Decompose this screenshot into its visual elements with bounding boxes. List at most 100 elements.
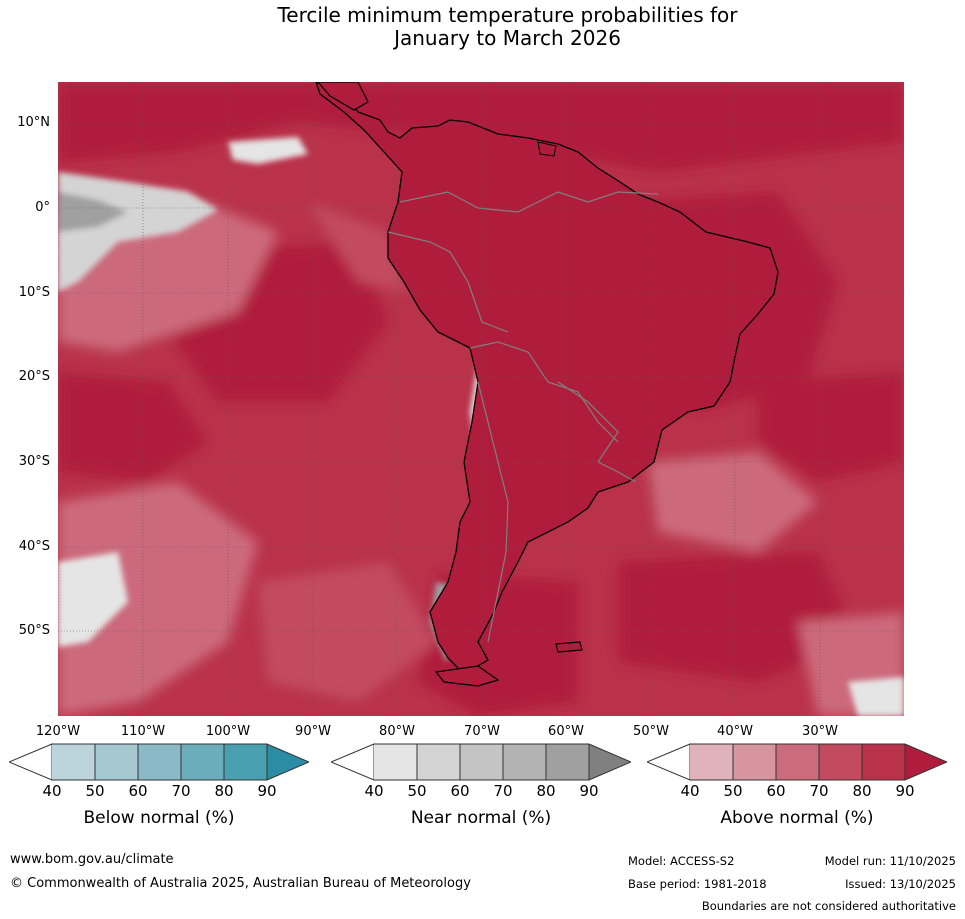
legend-above-title: Above normal (%): [720, 808, 874, 828]
footer-model-run: Model run: 11/10/2025: [824, 854, 956, 868]
legend-near-tick-90: 90: [579, 782, 599, 800]
lon-label-70w: 70°W: [464, 724, 500, 739]
legend-near-tick-70: 70: [493, 782, 513, 800]
footer-website: www.bom.gov.au/climate: [10, 852, 174, 867]
legend-below-tick-50: 50: [85, 782, 105, 800]
legend-above-tick-90: 90: [895, 782, 915, 800]
legend-above-normal: 40 50 60 70 80 90 Above normal (%): [645, 742, 949, 828]
lat-label-50s: 50°S: [18, 623, 50, 638]
border-north: [399, 191, 659, 213]
legend-swatch-near-50: [374, 744, 417, 780]
legend-below-title: Below normal (%): [83, 808, 235, 828]
patch-south-pacific-dark: [58, 372, 208, 482]
legend-swatch-below-60: [95, 744, 138, 780]
legend-swatch-below-extend-low: [7, 743, 53, 781]
legend-swatch-above-extend-high: [905, 744, 947, 780]
border-chile-argentina: [477, 381, 509, 643]
lon-label-110w: 110°W: [120, 724, 166, 739]
title-line-2: January to March 2026: [394, 26, 621, 50]
legend-below-tick-60: 60: [128, 782, 148, 800]
patch-near-normal-core: [58, 192, 128, 232]
lon-label-30w: 30°W: [802, 724, 838, 739]
border-brazil-paraguay: [557, 381, 619, 463]
country-borders: [387, 191, 659, 643]
legend-swatch-below-extend-high: [267, 744, 309, 780]
legend-above-tick-70: 70: [809, 782, 829, 800]
lat-label-40s: 40°S: [18, 539, 50, 554]
legend-swatch-near-extend-high: [589, 744, 631, 780]
legend-swatch-above-80: [819, 744, 862, 780]
legend-near-title: Near normal (%): [410, 808, 552, 828]
patch-near-normal-galapagos: [228, 137, 308, 164]
lat-label-10s: 10°S: [18, 285, 50, 300]
legend-swatch-above-70: [776, 744, 819, 780]
lon-label-120w: 120°W: [35, 724, 81, 739]
legend-colorbar-below: [7, 743, 311, 781]
legend-swatch-below-70: [138, 744, 181, 780]
lat-label-10n: 10°N: [17, 115, 50, 130]
legend-swatch-below-50: [52, 744, 95, 780]
graticule: [58, 82, 904, 716]
footer-issued: Issued: 13/10/2025: [845, 877, 956, 891]
patch-chile-offshore-light: [258, 562, 438, 702]
footer-copyright: © Commonwealth of Australia 2025, Austra…: [10, 876, 471, 891]
legend-near-tick-50: 50: [407, 782, 427, 800]
lon-label-80w: 80°W: [379, 724, 415, 739]
continent-central-america: [317, 82, 369, 111]
legend-swatch-near-60: [417, 744, 460, 780]
forecast-map: [58, 82, 904, 716]
patch-southwest-atlantic-dark: [618, 552, 858, 682]
legend-below-normal: 40 50 60 70 80 90 Below normal (%): [7, 742, 311, 828]
legend-colorbar-near: [329, 743, 633, 781]
lon-label-40w: 40°W: [717, 724, 753, 739]
patch-peru-coast-light: [308, 202, 408, 292]
patch-near-normal-south-georgia: [848, 677, 904, 716]
legend-below-tick-40: 40: [42, 782, 62, 800]
lon-label-60w: 60°W: [548, 724, 584, 739]
lat-label-30s: 30°S: [18, 454, 50, 469]
lon-label-50w: 50°W: [633, 724, 669, 739]
legend-below-tick-80: 80: [214, 782, 234, 800]
legend-swatch-above-90: [862, 744, 905, 780]
legend-above-tick-60: 60: [766, 782, 786, 800]
land-outline: [315, 82, 779, 687]
legend-swatch-near-80: [503, 744, 546, 780]
legend-near-tick-60: 60: [450, 782, 470, 800]
lat-label-0: 0°: [35, 200, 50, 215]
legend-above-tick-50: 50: [723, 782, 743, 800]
patch-uruguay-offshore-light: [648, 452, 818, 552]
legend-swatch-above-extend-low: [645, 743, 691, 781]
island-falklands: [555, 641, 583, 653]
chart-title: Tercile minimum temperature probabilitie…: [0, 4, 965, 50]
legend-near-normal: 40 50 60 70 80 90 Near normal (%): [329, 742, 633, 828]
legend-near-tick-40: 40: [364, 782, 384, 800]
lon-label-90w: 90°W: [295, 724, 331, 739]
legend-swatch-below-80: [181, 744, 224, 780]
footer-disclaimer: Boundaries are not considered authoritat…: [701, 899, 956, 913]
map-canvas: [58, 82, 904, 716]
border-peru-brazil: [387, 231, 509, 333]
border-bolivia-paraguay: [469, 341, 619, 443]
legend-swatch-above-60: [733, 744, 776, 780]
legend-swatch-near-90: [546, 744, 589, 780]
footer-base-period: Base period: 1981-2018: [628, 877, 767, 891]
legend-swatch-near-extend-low: [329, 743, 375, 781]
legend-above-tick-40: 40: [680, 782, 700, 800]
patch-near-normal-far-south: [58, 552, 128, 647]
lon-label-100w: 100°W: [205, 724, 251, 739]
title-line-1: Tercile minimum temperature probabilitie…: [277, 3, 738, 27]
legend-near-tick-80: 80: [536, 782, 556, 800]
footer-model: Model: ACCESS-S2: [628, 854, 735, 868]
legend-above-tick-80: 80: [852, 782, 872, 800]
continent-south-america: [315, 82, 779, 675]
border-uruguay: [597, 461, 637, 483]
patch-south-atlantic-dark: [758, 372, 904, 482]
island-tierra-del-fuego: [434, 665, 500, 687]
legend-below-tick-70: 70: [171, 782, 191, 800]
lat-label-20s: 20°S: [18, 369, 50, 384]
legend-below-tick-90: 90: [257, 782, 277, 800]
legend-swatch-below-90: [224, 744, 267, 780]
patch-southeast-pacific-light: [58, 482, 258, 716]
legend-colorbar-above: [645, 743, 949, 781]
island-trinidad: [537, 141, 557, 157]
